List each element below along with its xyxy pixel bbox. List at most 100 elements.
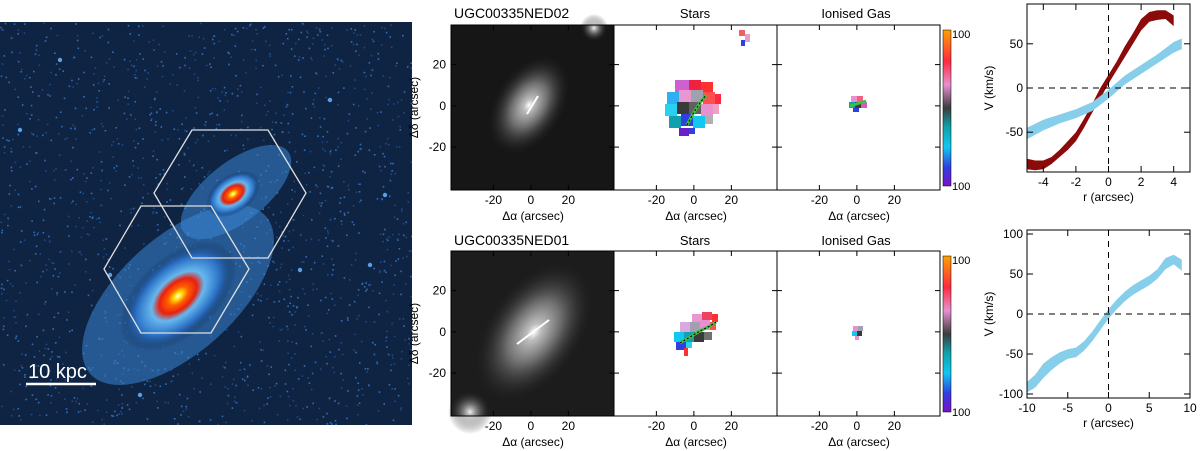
- noise-dot: [377, 410, 380, 412]
- noise-dot: [262, 64, 264, 67]
- noise-dot: [322, 135, 324, 138]
- noise-dot: [24, 374, 26, 376]
- noise-dot: [1, 115, 4, 117]
- noise-dot: [369, 108, 372, 110]
- noise-dot: [410, 161, 412, 163]
- noise-dot: [405, 221, 407, 224]
- noise-dot: [322, 263, 325, 265]
- noise-dot: [177, 423, 179, 425]
- stars-title: Stars: [680, 6, 711, 21]
- noise-dot: [371, 69, 374, 71]
- noise-dot: [225, 421, 227, 424]
- noise-dot: [382, 152, 384, 155]
- x-axis-label: Δα (arcsec): [502, 435, 564, 449]
- noise-dot: [246, 376, 249, 378]
- noise-dot: [357, 389, 360, 391]
- noise-dot: [116, 137, 119, 140]
- noise-dot: [318, 117, 321, 119]
- noise-dot: [401, 208, 403, 210]
- x-tick-label: 20: [888, 419, 902, 433]
- noise-dot: [17, 123, 19, 126]
- noise-dot: [126, 118, 128, 121]
- noise-dot: [210, 66, 212, 68]
- noise-dot: [172, 375, 174, 377]
- noise-dot: [92, 226, 95, 229]
- noise-dot: [391, 388, 393, 390]
- noise-dot: [102, 125, 104, 128]
- noise-dot: [118, 388, 120, 391]
- noise-dot: [285, 33, 288, 35]
- noise-dot: [289, 404, 291, 407]
- noise-dot: [337, 137, 339, 140]
- noise-dot: [385, 336, 388, 339]
- noise-dot: [240, 128, 242, 130]
- noise-dot: [360, 148, 362, 150]
- noise-dot: [277, 76, 280, 78]
- noise-dot: [366, 118, 369, 120]
- noise-dot: [310, 57, 312, 59]
- noise-dot: [406, 377, 409, 380]
- noise-dot: [37, 118, 40, 121]
- noise-dot: [57, 355, 59, 358]
- noise-dot: [166, 182, 168, 185]
- noise-dot: [331, 258, 333, 260]
- noise-dot: [316, 73, 318, 75]
- noise-dot: [152, 150, 155, 152]
- noise-dot: [343, 180, 345, 183]
- noise-dot: [42, 270, 44, 273]
- noise-dot: [326, 230, 329, 232]
- noise-dot: [370, 74, 372, 77]
- noise-dot: [34, 53, 37, 55]
- noise-dot: [30, 132, 33, 135]
- noise-dot: [41, 89, 44, 91]
- noise-dot: [58, 391, 60, 394]
- noise-dot: [279, 329, 282, 331]
- noise-dot: [306, 36, 308, 38]
- noise-dot: [350, 41, 353, 43]
- noise-dot: [278, 281, 281, 283]
- noise-dot: [296, 306, 298, 308]
- noise-dot: [29, 76, 31, 79]
- noise-dot: [310, 268, 313, 270]
- noise-dot: [121, 407, 123, 409]
- noise-dot: [150, 119, 153, 121]
- stars-velocity-pixels: [665, 30, 750, 136]
- noise-dot: [287, 340, 289, 342]
- noise-dot: [388, 98, 390, 101]
- noise-dot: [45, 264, 47, 266]
- noise-dot: [59, 197, 62, 199]
- noise-dot: [12, 408, 15, 411]
- noise-dot: [13, 369, 16, 372]
- noise-dot: [233, 400, 236, 403]
- noise-dot: [388, 236, 390, 238]
- noise-dot: [1, 231, 3, 234]
- noise-dot: [67, 215, 70, 218]
- noise-dot: [136, 77, 138, 79]
- noise-dot: [50, 71, 52, 74]
- noise-dot: [292, 229, 295, 231]
- noise-dot: [370, 55, 373, 57]
- noise-dot: [228, 63, 230, 66]
- noise-dot: [398, 318, 401, 320]
- noise-dot: [228, 52, 230, 55]
- noise-dot: [380, 111, 382, 113]
- noise-dot: [337, 245, 340, 247]
- noise-dot: [263, 26, 266, 28]
- noise-dot: [78, 251, 80, 253]
- noise-dot: [287, 122, 290, 125]
- noise-dot: [3, 55, 6, 57]
- noise-dot: [313, 99, 315, 101]
- noise-dot: [202, 134, 204, 137]
- noise-dot: [90, 304, 93, 307]
- noise-dot: [162, 169, 165, 171]
- noise-dot: [303, 365, 306, 367]
- noise-dot: [402, 257, 404, 259]
- noise-dot: [24, 77, 26, 80]
- noise-dot: [13, 23, 16, 25]
- noise-dot: [256, 102, 258, 105]
- noise-dot: [397, 115, 400, 118]
- noise-dot: [99, 36, 101, 39]
- noise-dot: [15, 300, 17, 302]
- noise-dot: [96, 101, 99, 103]
- noise-dot: [390, 46, 393, 49]
